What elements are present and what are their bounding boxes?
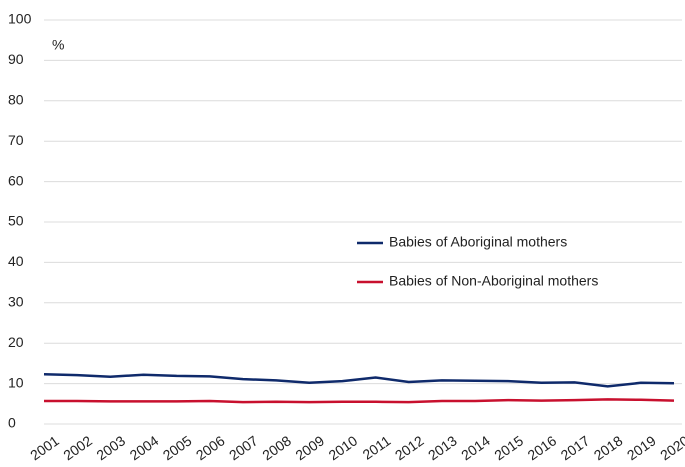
x-tick-label: 2003 <box>93 432 128 463</box>
x-tick-label: 2007 <box>226 432 261 463</box>
y-axis-label: % <box>52 37 64 53</box>
legend-label: Babies of Aboriginal mothers <box>389 234 567 250</box>
y-tick-label: 90 <box>8 51 24 67</box>
x-tick-label: 2002 <box>60 432 95 463</box>
x-tick-label: 2006 <box>193 432 228 463</box>
x-tick-label: 2009 <box>292 432 327 463</box>
x-tick-label: 2014 <box>458 432 493 463</box>
x-tick-label: 2005 <box>160 432 195 463</box>
x-tick-label: 2019 <box>624 432 659 463</box>
data-line <box>43 373 675 388</box>
y-tick-label: 100 <box>8 11 32 27</box>
x-tick-label: 2013 <box>425 432 460 463</box>
x-tick-label: 2020 <box>657 432 685 463</box>
x-tick-label: 2004 <box>127 432 162 463</box>
y-tick-label: 80 <box>8 92 24 108</box>
y-tick-label: 50 <box>8 213 24 229</box>
y-tick-label: 0 <box>8 415 16 431</box>
x-tick-label: 2011 <box>360 432 394 462</box>
data-line <box>44 398 675 404</box>
y-tick-label: 60 <box>8 172 24 188</box>
x-tick-label: 2012 <box>392 432 427 463</box>
x-tick-label: 2018 <box>591 432 626 463</box>
y-tick-label: 10 <box>8 374 24 390</box>
y-tick-label: 70 <box>8 132 24 148</box>
x-tick-label: 2001 <box>27 432 62 463</box>
legend-label: Babies of Non-Aboriginal mothers <box>389 273 598 289</box>
y-tick-label: 40 <box>8 253 24 269</box>
y-tick-label: 20 <box>8 334 24 350</box>
x-tick-label: 2017 <box>558 432 593 463</box>
y-tick-label: 30 <box>8 294 24 310</box>
x-tick-label: 2010 <box>326 432 361 463</box>
x-tick-label: 2015 <box>491 432 526 463</box>
x-tick-label: 2008 <box>259 432 294 463</box>
x-tick-label: 2016 <box>525 432 560 463</box>
